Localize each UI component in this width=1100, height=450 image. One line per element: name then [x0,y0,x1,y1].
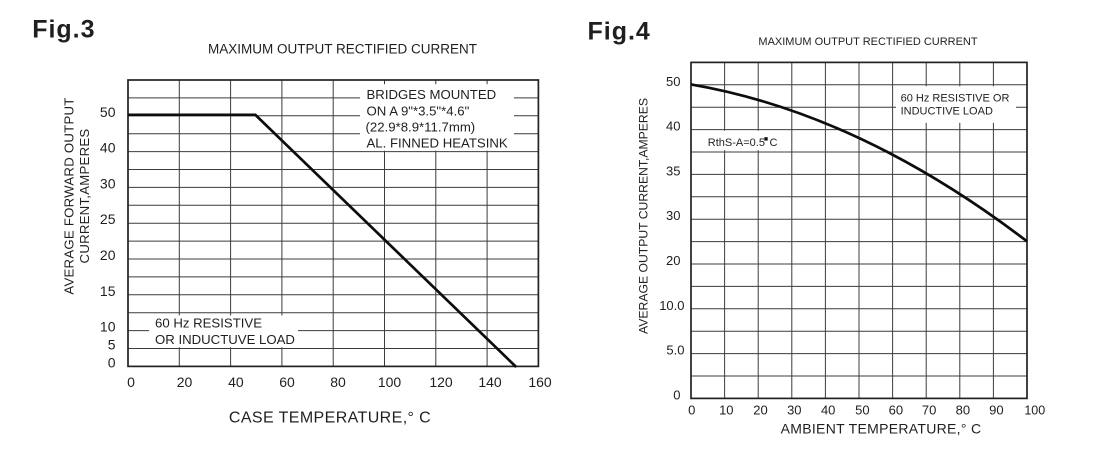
svg-text:40: 40 [821,403,835,418]
svg-text:35: 35 [666,163,680,178]
svg-text:C: C [770,137,778,149]
svg-text:40: 40 [228,374,244,390]
svg-text:20: 20 [753,403,767,418]
svg-text:140: 140 [478,374,502,390]
svg-text:70: 70 [922,403,936,418]
svg-text:80: 80 [330,374,346,390]
svg-text:CURRENT,AMPERES: CURRENT,AMPERES [77,129,92,264]
svg-text:MAXIMUM OUTPUT RECTIFIED CURRE: MAXIMUM OUTPUT RECTIFIED CURRENT [208,42,477,57]
svg-text:0: 0 [673,387,680,402]
svg-text:60 Hz RESISTIVE: 60 Hz RESISTIVE [155,316,262,331]
svg-text:60 Hz RESISTIVE OR: 60 Hz RESISTIVE OR [901,93,1010,105]
svg-text:120: 120 [429,374,453,390]
svg-text:(22.9*8.9*11.7mm): (22.9*8.9*11.7mm) [366,120,476,135]
svg-text:50: 50 [855,403,869,418]
svg-text:80: 80 [956,403,970,418]
svg-text:20: 20 [666,253,680,268]
svg-text:15: 15 [100,283,116,299]
svg-text:25: 25 [100,211,116,227]
svg-text:ON A 9"*3.5"*4.6": ON A 9"*3.5"*4.6" [367,103,470,118]
svg-text:0: 0 [127,374,135,390]
svg-text:20: 20 [100,247,116,263]
svg-text:160: 160 [528,374,552,390]
svg-text:100: 100 [378,374,402,390]
svg-text:OR INDUCTUVE LOAD: OR INDUCTUVE LOAD [155,332,295,347]
svg-text:INDUCTIVE LOAD: INDUCTIVE LOAD [901,106,993,118]
svg-text:10: 10 [100,319,116,335]
svg-text:40: 40 [100,140,116,156]
svg-text:60: 60 [889,403,903,418]
svg-text:30: 30 [666,208,680,223]
svg-text:50: 50 [666,74,680,89]
svg-text:20: 20 [177,374,193,390]
svg-text:CASE TEMPERATURE,° C: CASE TEMPERATURE,° C [229,410,431,427]
svg-text:5: 5 [108,337,116,353]
svg-text:0: 0 [688,403,695,418]
svg-text:50: 50 [100,104,116,120]
svg-text:100: 100 [1024,404,1045,418]
svg-text:RthS-A=0.5: RthS-A=0.5 [708,137,765,149]
svg-text:Fig.4: Fig.4 [588,18,651,46]
svg-text:60: 60 [279,374,295,390]
svg-text:10.0: 10.0 [659,298,684,313]
svg-text:AVERAGE FORWARD OUTPUT: AVERAGE FORWARD OUTPUT [62,97,77,294]
svg-text:BRIDGES MOUNTED: BRIDGES MOUNTED [367,87,497,102]
svg-text:0: 0 [108,354,116,370]
svg-text:AMBIENT TEMPERATURE,° C: AMBIENT TEMPERATURE,° C [781,420,982,436]
svg-text:AL. FINNED HEATSINK: AL. FINNED HEATSINK [367,136,508,151]
svg-text:Fig.3: Fig.3 [32,16,95,44]
svg-text:MAXIMUM OUTPUT RECTIFIED CURRE: MAXIMUM OUTPUT RECTIFIED CURRENT [758,36,977,48]
svg-text:5.0: 5.0 [666,343,684,358]
svg-text:30: 30 [787,403,801,418]
svg-text:90: 90 [989,403,1003,418]
svg-text:10: 10 [719,403,733,418]
svg-text:30: 30 [100,175,116,191]
svg-text:AVERAGE OUTPUT CURRENT,AMPERES: AVERAGE OUTPUT CURRENT,AMPERES [637,98,651,334]
svg-text:40: 40 [666,119,680,134]
